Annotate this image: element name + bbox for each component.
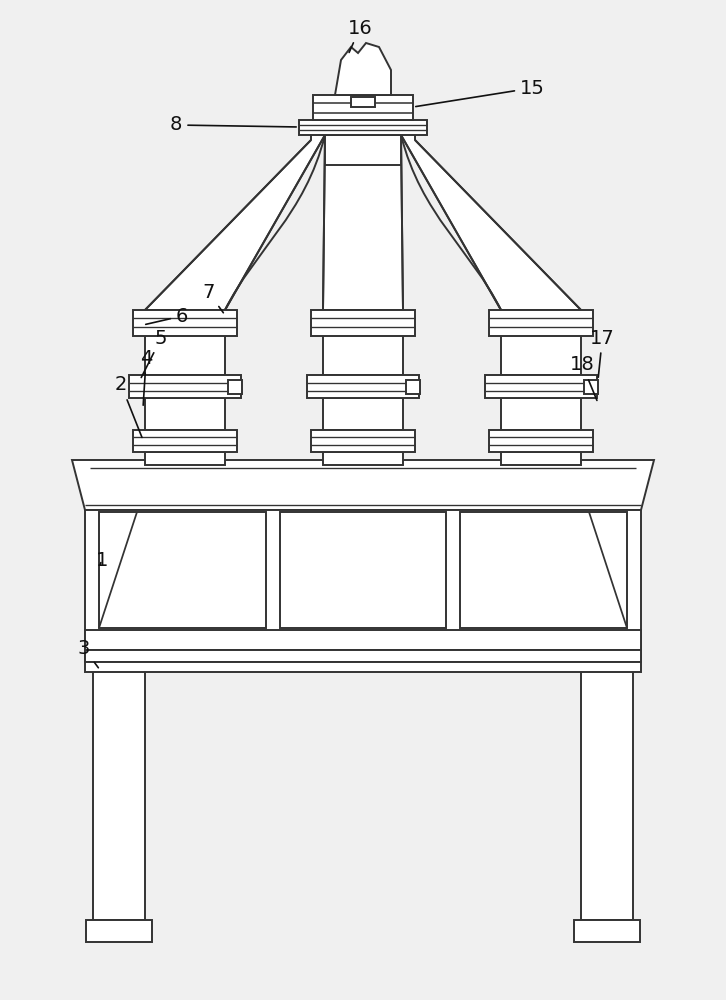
Bar	[299, 120, 427, 135]
Text: 18: 18	[570, 356, 597, 400]
Text: 3: 3	[78, 639, 98, 668]
Text: 4: 4	[140, 349, 152, 405]
Text: 8: 8	[170, 115, 296, 134]
Text: 7: 7	[202, 282, 224, 313]
Bar	[489, 310, 593, 336]
Bar	[501, 310, 581, 375]
Bar	[351, 97, 375, 107]
Text: 16: 16	[348, 18, 372, 52]
Bar	[311, 310, 415, 336]
Bar	[325, 135, 401, 165]
Bar	[313, 95, 413, 120]
Bar	[460, 512, 627, 628]
Text: 2: 2	[115, 375, 142, 437]
Bar	[85, 662, 641, 672]
Bar	[323, 452, 403, 465]
Polygon shape	[401, 122, 581, 310]
Bar	[145, 310, 225, 375]
Bar	[133, 310, 237, 336]
Text: 5: 5	[142, 328, 168, 378]
Text: 1: 1	[96, 550, 108, 570]
Bar	[99, 512, 266, 628]
Bar	[485, 375, 597, 398]
Bar	[85, 510, 641, 660]
Bar	[307, 375, 419, 398]
Bar	[145, 452, 225, 465]
Polygon shape	[72, 460, 654, 510]
Polygon shape	[145, 122, 325, 310]
Bar	[93, 662, 145, 920]
Bar	[501, 398, 581, 430]
Bar	[489, 430, 593, 452]
Bar	[280, 512, 446, 628]
Bar	[584, 380, 598, 394]
Bar	[145, 398, 225, 430]
Bar	[501, 452, 581, 465]
Bar	[85, 650, 641, 662]
Bar	[85, 630, 641, 650]
Text: 6: 6	[146, 306, 188, 326]
Bar	[323, 310, 403, 375]
Bar	[311, 430, 415, 452]
Text: 15: 15	[416, 79, 545, 107]
Bar	[323, 398, 403, 430]
Bar	[228, 380, 242, 394]
Text: 17: 17	[590, 328, 615, 377]
Bar	[574, 920, 640, 942]
Bar	[133, 430, 237, 452]
Bar	[86, 920, 152, 942]
Polygon shape	[323, 135, 403, 310]
Bar	[581, 662, 633, 920]
Polygon shape	[335, 43, 391, 95]
Bar	[406, 380, 420, 394]
Bar	[129, 375, 241, 398]
